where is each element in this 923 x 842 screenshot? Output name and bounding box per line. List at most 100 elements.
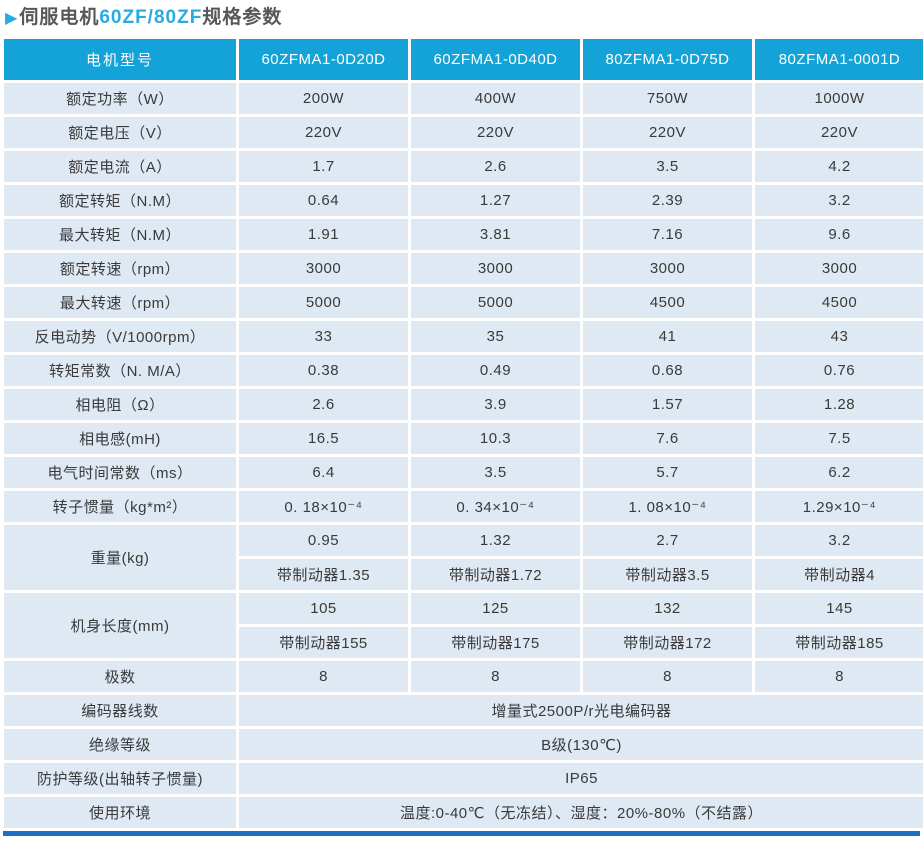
spec-value-cell: 1.57 — [583, 389, 752, 420]
spec-span-value-cell: 温度:0-40℃（无冻结）、湿度：20%-80%（不结露） — [239, 797, 923, 828]
bottom-accent-bar — [3, 831, 920, 836]
triangle-bullet-icon: ▶ — [5, 10, 19, 27]
header-cell-model: 电机型号 — [4, 39, 236, 80]
spec-value-cell: 3.2 — [755, 525, 923, 556]
table-row: 相电阻（Ω） 2.6 3.9 1.57 1.28 — [4, 389, 923, 420]
spec-value-cell: 220V — [239, 117, 408, 148]
spec-value-cell: 0.76 — [755, 355, 923, 386]
table-row: 带制动器155 带制动器175 带制动器172 带制动器185 — [4, 627, 923, 658]
table-row: 防护等级(出轴转子惯量) IP65 — [4, 763, 923, 794]
spec-value-cell: 3.81 — [411, 219, 580, 250]
spec-value-cell: 带制动器175 — [411, 627, 580, 658]
spec-value-cell: 125 — [411, 593, 580, 624]
table-row: 额定电流（A） 1.7 2.6 3.5 4.2 — [4, 151, 923, 182]
table-row: 最大转矩（N.M） 1.91 3.81 7.16 9.6 — [4, 219, 923, 250]
spec-value-cell: 带制动器3.5 — [583, 559, 752, 590]
spec-value-cell: 7.16 — [583, 219, 752, 250]
spec-label-cell: 极数 — [4, 661, 236, 692]
spec-value-cell: 2.7 — [583, 525, 752, 556]
spec-label-cell: 防护等级(出轴转子惯量) — [4, 763, 236, 794]
table-row: 转子惯量（kg*m²） 0. 18×10⁻⁴ 0. 34×10⁻⁴ 1. 08×10⁻… — [4, 491, 923, 522]
title-prefix: 伺服电机 — [19, 7, 100, 28]
spec-value-cell: 带制动器4 — [755, 559, 923, 590]
title-suffix: 规格参数 — [202, 7, 283, 28]
spec-value-cell: 8 — [755, 661, 923, 692]
table-row: 最大转速（rpm） 5000 5000 4500 4500 — [4, 287, 923, 318]
spec-span-value-cell: B级(130℃) — [239, 729, 923, 760]
spec-value-cell: 3000 — [583, 253, 752, 284]
spec-value-cell: 2.6 — [239, 389, 408, 420]
spec-value-cell: 220V — [583, 117, 752, 148]
spec-value-cell: 带制动器1.35 — [239, 559, 408, 590]
spec-value-cell: 3000 — [239, 253, 408, 284]
header-cell-1: 60ZFMA1-0D20D — [239, 39, 408, 80]
spec-value-cell: 0.95 — [239, 525, 408, 556]
table-row: 电气时间常数（ms） 6.4 3.5 5.7 6.2 — [4, 457, 923, 488]
spec-value-cell: 1.29×10⁻⁴ — [755, 491, 923, 522]
spec-value-cell: 5.7 — [583, 457, 752, 488]
table-row: 重量(kg) 0.95 1.32 2.7 3.2 — [4, 525, 923, 590]
table-row: 带制动器1.35 带制动器1.72 带制动器3.5 带制动器4 — [4, 559, 923, 590]
spec-value-cell: 3.5 — [411, 457, 580, 488]
spec-value-cell: 1. 08×10⁻⁴ — [583, 491, 752, 522]
spec-value-cell: 1.7 — [239, 151, 408, 182]
spec-value-cell: 0.64 — [239, 185, 408, 216]
spec-value-cell: 3.9 — [411, 389, 580, 420]
spec-span-value-cell: IP65 — [239, 763, 923, 794]
table-row: 机身长度(mm) 105 125 132 145 — [4, 593, 923, 658]
spec-value-cell: 3000 — [755, 253, 923, 284]
spec-value-cell: 1.91 — [239, 219, 408, 250]
spec-value-cell: 1.27 — [411, 185, 580, 216]
spec-value-cell: 10.3 — [411, 423, 580, 454]
spec-label-cell: 相电感(mH) — [4, 423, 236, 454]
spec-value-cell: 4500 — [583, 287, 752, 318]
table-row: 额定转速（rpm） 3000 3000 3000 3000 — [4, 253, 923, 284]
spec-value-cell: 5000 — [239, 287, 408, 318]
spec-value-cell: 带制动器155 — [239, 627, 408, 658]
page-title: ▶伺服电机60ZF/80ZF规格参数 — [0, 0, 923, 36]
spec-value-cell: 1.32 — [411, 525, 580, 556]
spec-value-cell: 5000 — [411, 287, 580, 318]
spec-value-cell: 1000W — [755, 83, 923, 114]
spec-value-cell: 43 — [755, 321, 923, 352]
spec-value-cell: 105 — [239, 593, 408, 624]
spec-value-cell: 2.39 — [583, 185, 752, 216]
table-row: 额定转矩（N.M） 0.64 1.27 2.39 3.2 — [4, 185, 923, 216]
spec-value-cell: 132 — [583, 593, 752, 624]
spec-value-cell: 145 — [755, 593, 923, 624]
spec-label-cell: 额定电流（A） — [4, 151, 236, 182]
spec-value-cell: 2.6 — [411, 151, 580, 182]
spec-label-cell: 额定转速（rpm） — [4, 253, 236, 284]
header-cell-4: 80ZFMA1-0001D — [755, 39, 923, 80]
spec-value-cell: 6.2 — [755, 457, 923, 488]
spec-label-cell: 最大转矩（N.M） — [4, 219, 236, 250]
table-body: 额定功率（W） 200W 400W 750W 1000W 额定电压（V） 220V 220V 2… — [4, 83, 923, 828]
spec-label-cell: 额定功率（W） — [4, 83, 236, 114]
spec-value-cell: 3.5 — [583, 151, 752, 182]
spec-label-cell: 转子惯量（kg*m²） — [4, 491, 236, 522]
spec-value-cell: 0. 34×10⁻⁴ — [411, 491, 580, 522]
spec-value-cell: 带制动器172 — [583, 627, 752, 658]
table-row: 额定功率（W） 200W 400W 750W 1000W — [4, 83, 923, 114]
spec-value-cell: 750W — [583, 83, 752, 114]
spec-label-cell: 转矩常数（N. M/A） — [4, 355, 236, 386]
spec-value-cell: 0. 18×10⁻⁴ — [239, 491, 408, 522]
spec-value-cell: 0.49 — [411, 355, 580, 386]
spec-label-cell: 相电阻（Ω） — [4, 389, 236, 420]
header-cell-3: 80ZFMA1-0D75D — [583, 39, 752, 80]
spec-table: 电机型号 60ZFMA1-0D20D 60ZFMA1-0D40D 80ZFMA1-0D… — [1, 36, 923, 831]
spec-value-cell: 0.38 — [239, 355, 408, 386]
spec-value-cell: 220V — [755, 117, 923, 148]
spec-label-cell: 编码器线数 — [4, 695, 236, 726]
spec-value-cell: 6.4 — [239, 457, 408, 488]
spec-span-value-cell: 增量式2500P/r光电编码器 — [239, 695, 923, 726]
spec-label-cell: 最大转速（rpm） — [4, 287, 236, 318]
spec-label-cell: 反电动势（V/1000rpm） — [4, 321, 236, 352]
spec-label-cell: 绝缘等级 — [4, 729, 236, 760]
spec-value-cell: 4.2 — [755, 151, 923, 182]
table-row: 绝缘等级 B级(130℃) — [4, 729, 923, 760]
spec-label-cell: 重量(kg) — [4, 525, 236, 590]
spec-value-cell: 9.6 — [755, 219, 923, 250]
header-cell-2: 60ZFMA1-0D40D — [411, 39, 580, 80]
spec-value-cell: 7.6 — [583, 423, 752, 454]
